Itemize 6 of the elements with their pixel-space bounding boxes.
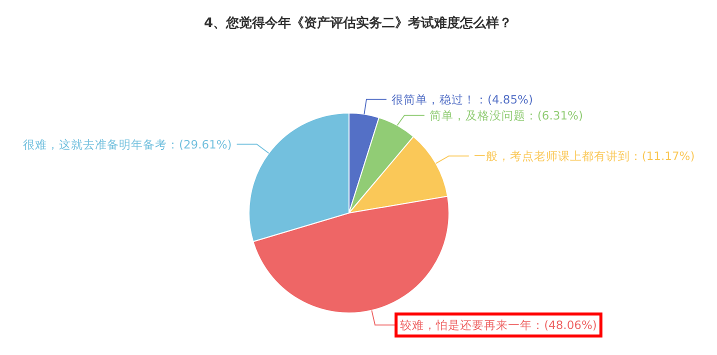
slice-label: 简单，及格没问题：(6.31%) [429,108,583,122]
slice-label: 很简单，稳过！：(4.85%) [391,92,533,106]
slice-label: 较难，怕是还要再来一年：(48.06%) [400,318,597,332]
slice-label: 很难，这就去准备明年备考：(29.61%) [22,137,232,152]
slice-label: 一般，考点老师课上都有讲到：(11.17%) [474,148,695,163]
chart-title: 4、您觉得今年《资产评估实务二》考试难度怎么样？ [204,15,512,31]
